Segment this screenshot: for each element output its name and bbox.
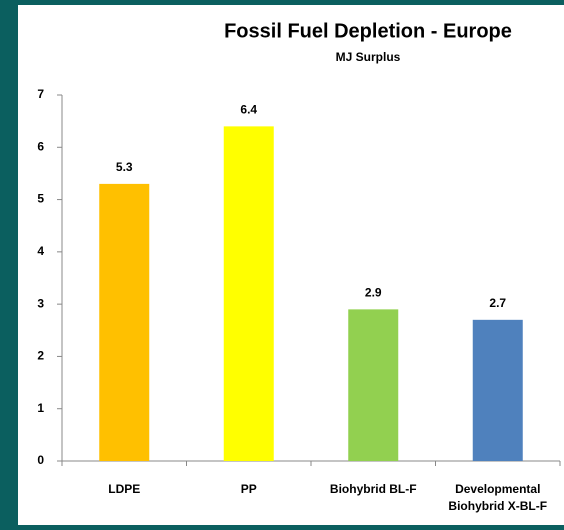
x-tick-label: LDPE [108,482,141,496]
y-tick-label: 6 [37,139,44,153]
data-label: 6.4 [240,103,257,117]
data-label: 2.7 [489,296,506,310]
bar [472,319,523,461]
y-tick-label: 4 [37,244,44,258]
data-label: 5.3 [116,160,133,174]
data-label: 2.9 [365,286,382,300]
x-tick-label: Developmental Biohybrid X-BL-F [448,482,548,513]
y-tick-label: 0 [37,453,44,467]
y-tick-label: 2 [37,349,44,363]
x-tick-label: PP [240,482,257,496]
chart-subtitle: MJ Surplus [336,50,401,64]
bar [348,309,399,461]
bar [99,183,150,461]
y-tick-label: 3 [37,296,44,310]
y-tick-label: 1 [37,401,44,415]
chart-title: Fossil Fuel Depletion - Europe [224,20,512,42]
x-tick-label: Biohybrid BL-F [329,482,417,496]
y-tick-label: 7 [37,87,44,101]
y-tick-label: 5 [37,192,44,206]
bar [223,126,274,461]
